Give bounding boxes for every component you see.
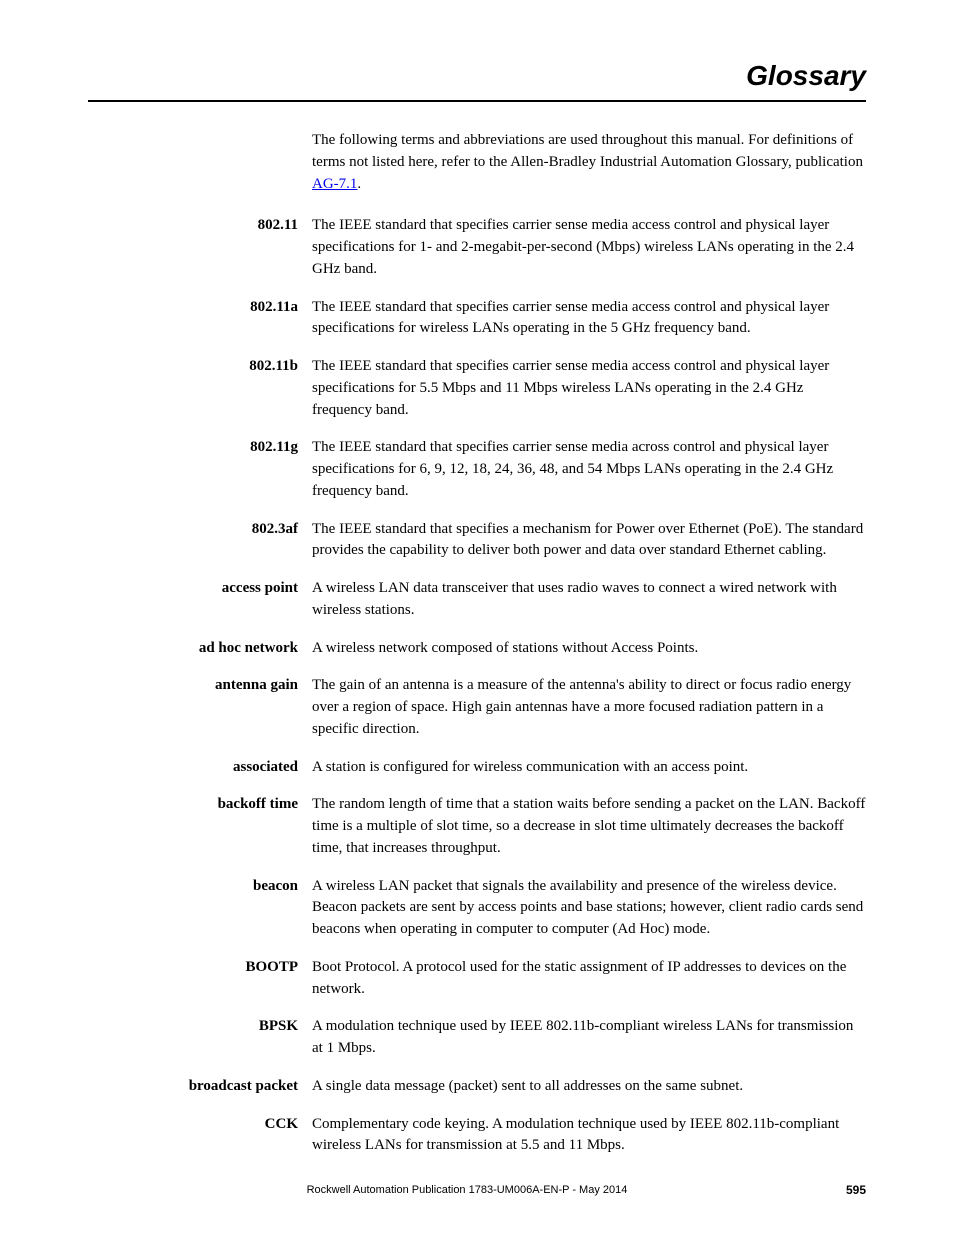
page-footer: Rockwell Automation Publication 1783-UM0… <box>88 1183 866 1197</box>
glossary-term: antenna gain <box>88 675 312 740</box>
intro-paragraph: The following terms and abbreviations ar… <box>312 130 866 195</box>
glossary-entry: 802.11bThe IEEE standard that specifies … <box>88 356 866 421</box>
glossary-entry: associatedA station is configured for wi… <box>88 757 866 779</box>
glossary-entry: BPSKA modulation technique used by IEEE … <box>88 1016 866 1060</box>
glossary-term: CCK <box>88 1114 312 1158</box>
page-title: Glossary <box>88 60 866 102</box>
footer-publication: Rockwell Automation Publication 1783-UM0… <box>88 1184 846 1196</box>
glossary-term: 802.11a <box>88 297 312 341</box>
glossary-term: access point <box>88 578 312 622</box>
glossary-entry: beaconA wireless LAN packet that signals… <box>88 876 866 941</box>
glossary-definition: The gain of an antenna is a measure of t… <box>312 675 866 740</box>
page-number: 595 <box>846 1183 866 1197</box>
glossary-definition: A wireless LAN data transceiver that use… <box>312 578 866 622</box>
glossary-definition: The IEEE standard that specifies carrier… <box>312 356 866 421</box>
glossary-entry: backoff timeThe random length of time th… <box>88 794 866 859</box>
glossary-definition: The IEEE standard that specifies carrier… <box>312 297 866 341</box>
glossary-term: 802.3af <box>88 519 312 563</box>
glossary-link[interactable]: AG-7.1 <box>312 176 357 192</box>
glossary-definition: A wireless network composed of stations … <box>312 638 866 660</box>
glossary-definition: A single data message (packet) sent to a… <box>312 1076 866 1098</box>
glossary-definition: Boot Protocol. A protocol used for the s… <box>312 957 866 1001</box>
glossary-definition: A modulation technique used by IEEE 802.… <box>312 1016 866 1060</box>
glossary-entry: BOOTPBoot Protocol. A protocol used for … <box>88 957 866 1001</box>
glossary-entry: ad hoc networkA wireless network compose… <box>88 638 866 660</box>
glossary-entry: CCKComplementary code keying. A modulati… <box>88 1114 866 1158</box>
glossary-term: 802.11 <box>88 215 312 280</box>
glossary-term: beacon <box>88 876 312 941</box>
glossary-term: BPSK <box>88 1016 312 1060</box>
glossary-term: BOOTP <box>88 957 312 1001</box>
glossary-entry: 802.11aThe IEEE standard that specifies … <box>88 297 866 341</box>
glossary-definition: The IEEE standard that specifies a mecha… <box>312 519 866 563</box>
glossary-term: 802.11b <box>88 356 312 421</box>
glossary-definition: The IEEE standard that specifies carrier… <box>312 437 866 502</box>
glossary-term: ad hoc network <box>88 638 312 660</box>
glossary-entry: 802.11The IEEE standard that specifies c… <box>88 215 866 280</box>
glossary-entry: 802.3afThe IEEE standard that specifies … <box>88 519 866 563</box>
glossary-definition: A station is configured for wireless com… <box>312 757 866 779</box>
glossary-entry: antenna gainThe gain of an antenna is a … <box>88 675 866 740</box>
glossary-definition: A wireless LAN packet that signals the a… <box>312 876 866 941</box>
glossary-definition: The random length of time that a station… <box>312 794 866 859</box>
intro-text-after: . <box>357 176 361 192</box>
glossary-definition: The IEEE standard that specifies carrier… <box>312 215 866 280</box>
glossary-term: broadcast packet <box>88 1076 312 1098</box>
glossary-definition: Complementary code keying. A modulation … <box>312 1114 866 1158</box>
glossary-term: 802.11g <box>88 437 312 502</box>
glossary-term: backoff time <box>88 794 312 859</box>
glossary-entry: 802.11gThe IEEE standard that specifies … <box>88 437 866 502</box>
intro-text-before: The following terms and abbreviations ar… <box>312 132 863 170</box>
glossary-term: associated <box>88 757 312 779</box>
glossary-entry: broadcast packetA single data message (p… <box>88 1076 866 1098</box>
glossary-entry: access pointA wireless LAN data transcei… <box>88 578 866 622</box>
glossary-entries: 802.11The IEEE standard that specifies c… <box>88 215 866 1157</box>
